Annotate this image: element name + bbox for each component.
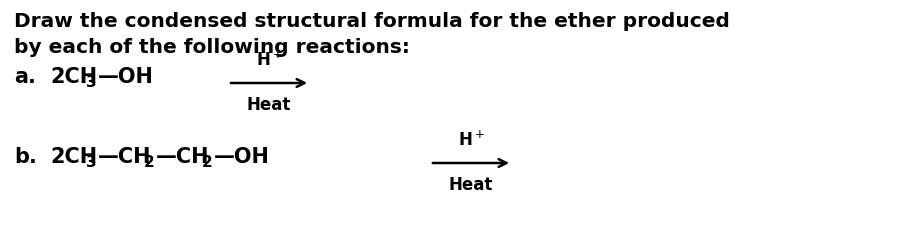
Text: Draw the condensed structural formula for the ether produced: Draw the condensed structural formula fo… — [14, 12, 730, 31]
Text: —OH: —OH — [98, 67, 154, 87]
Text: 3: 3 — [86, 75, 97, 90]
Text: b.: b. — [14, 147, 37, 167]
Text: 2CH: 2CH — [50, 67, 97, 87]
Text: —CH: —CH — [156, 147, 209, 167]
Text: by each of the following reactions:: by each of the following reactions: — [14, 38, 410, 57]
Text: H$^+$: H$^+$ — [255, 51, 283, 70]
Text: —CH: —CH — [98, 147, 151, 167]
Text: 2: 2 — [202, 155, 213, 170]
Text: 3: 3 — [86, 155, 97, 170]
Text: 2CH: 2CH — [50, 147, 97, 167]
Text: 2: 2 — [144, 155, 155, 170]
Text: —OH: —OH — [214, 147, 270, 167]
Text: Heat: Heat — [448, 176, 493, 194]
Text: H$^+$: H$^+$ — [458, 131, 485, 150]
Text: a.: a. — [14, 67, 36, 87]
Text: Heat: Heat — [246, 96, 291, 114]
